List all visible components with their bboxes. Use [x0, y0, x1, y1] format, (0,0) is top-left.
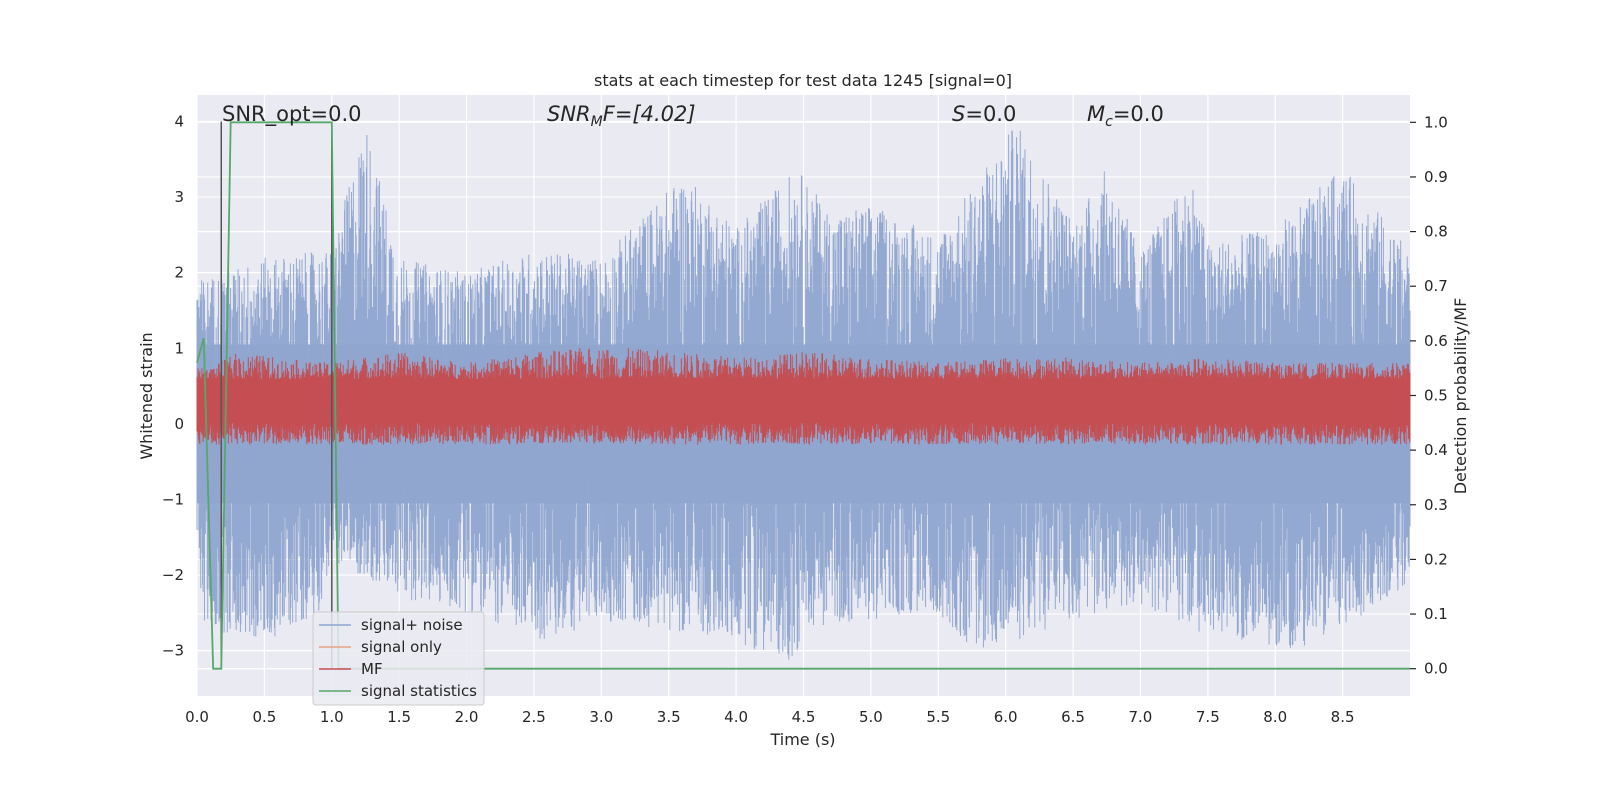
x-tick-label: 7.5 — [1196, 708, 1220, 726]
y-left-tick-label: −1 — [162, 490, 184, 508]
x-tick-label: 4.5 — [792, 708, 816, 726]
legend-label-mf: MF — [361, 660, 383, 678]
annotation-s-name: S — [952, 102, 965, 126]
y-axis-right-ticks: 0.0 0.1 0.2 0.3 0.4 0.5 0.6 0.7 0.8 0.9 1.0 — [1410, 113, 1448, 678]
x-axis-ticks: 0.0 0.5 1.0 1.5 2.0 2.5 3.0 3.5 4.0 4.5 5.0 5.5 6.0 6… — [185, 708, 1354, 726]
x-tick-label: 4.0 — [724, 708, 748, 726]
legend-label-signal-noise: signal+ noise — [361, 616, 463, 634]
y-left-tick-label: 4 — [174, 112, 184, 130]
vertical-markers — [220, 121, 333, 669]
x-axis-label: Time (s) — [769, 730, 835, 749]
y-right-tick-label: 0.5 — [1424, 387, 1448, 405]
mf-series — [196, 348, 1411, 445]
y-right-tick-label: 0.8 — [1424, 223, 1448, 241]
annotation-mc-name: M — [1087, 102, 1105, 126]
y-left-tick-label: 2 — [174, 264, 184, 282]
signal-statistics-series — [196, 121, 1410, 670]
x-tick-label: 2.0 — [455, 708, 479, 726]
y-axis-left-ticks: −3 −2 −1 0 1 2 3 4 — [162, 112, 184, 659]
x-tick-label: 6.5 — [1061, 708, 1085, 726]
y-axis-left-label: Whitened strain — [137, 332, 156, 459]
y-axis-right-label: Detection probability/MF — [1451, 298, 1470, 495]
x-tick-label: 2.5 — [522, 708, 546, 726]
y-right-tick-label: 1.0 — [1424, 113, 1448, 131]
y-left-tick-label: 0 — [174, 415, 184, 433]
y-left-tick-label: −2 — [162, 566, 184, 584]
y-right-tick-label: 0.9 — [1424, 168, 1448, 186]
y-left-tick-label: 3 — [174, 188, 184, 206]
y-right-tick-label: 0.0 — [1424, 660, 1448, 678]
legend-label-signal-only: signal only — [361, 638, 442, 656]
x-tick-label: 1.5 — [387, 708, 411, 726]
x-tick-label: 5.0 — [859, 708, 883, 726]
x-tick-label: 0.0 — [185, 708, 209, 726]
y-left-tick-label: −3 — [162, 642, 184, 660]
chart-title: stats at each timestep for test data 124… — [594, 71, 1012, 90]
y-right-tick-label: 0.4 — [1424, 441, 1448, 459]
legend-box — [312, 611, 485, 706]
annotation-mc-sub: c — [1105, 114, 1113, 130]
annotation-snr-mf-sub: M — [591, 114, 603, 130]
annotation-s-rest: =0.0 — [965, 102, 1016, 126]
legend: signal+ noise signal only MF signal stat… — [312, 611, 485, 706]
annotation-snr-mf: SNRMF=[4.02] — [547, 102, 696, 130]
x-tick-label: 8.5 — [1331, 708, 1355, 726]
annotation-snr-mf-name: SNR — [547, 102, 591, 126]
annotation-snr-mf-rest: F=[4.02] — [603, 102, 696, 126]
y-right-tick-label: 0.6 — [1424, 332, 1448, 350]
annotation-mc-rest: =0.0 — [1113, 102, 1164, 126]
x-tick-label: 3.5 — [657, 708, 681, 726]
y-right-tick-label: 0.1 — [1424, 605, 1448, 623]
x-tick-label: 8.0 — [1263, 708, 1287, 726]
x-tick-label: 3.0 — [589, 708, 613, 726]
y-right-tick-label: 0.3 — [1424, 496, 1448, 514]
annotation-s: S=0.0 — [952, 102, 1016, 126]
x-tick-label: 6.0 — [994, 708, 1018, 726]
x-tick-label: 1.0 — [320, 708, 344, 726]
y-left-tick-label: 1 — [174, 339, 184, 357]
x-tick-label: 5.5 — [926, 708, 950, 726]
annotation-mc: Mc=0.0 — [1087, 102, 1164, 130]
y-right-tick-label: 0.2 — [1424, 550, 1448, 568]
signal-statistics-line — [196, 121, 1410, 670]
annotation-snr-opt: SNR_opt=0.0 — [222, 102, 362, 127]
legend-label-signal-statistics: signal statistics — [361, 682, 477, 700]
x-tick-label: 0.5 — [252, 708, 276, 726]
x-tick-label: 7.0 — [1129, 708, 1153, 726]
y-right-tick-label: 0.7 — [1424, 277, 1448, 295]
